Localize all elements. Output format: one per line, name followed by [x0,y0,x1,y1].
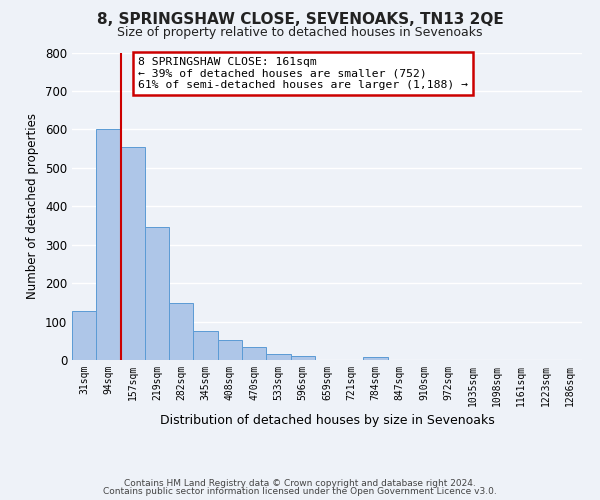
Bar [218,340,242,360]
Bar [364,357,388,360]
Bar [169,303,193,360]
Bar [121,148,145,360]
X-axis label: Distribution of detached houses by size in Sevenoaks: Distribution of detached houses by size … [160,414,494,428]
Bar [242,348,266,360]
Text: Contains HM Land Registry data © Crown copyright and database right 2024.: Contains HM Land Registry data © Crown c… [124,478,476,488]
Bar [145,226,169,360]
Bar [193,331,218,360]
Bar [266,354,290,360]
Bar [290,356,315,360]
Y-axis label: Number of detached properties: Number of detached properties [26,114,40,299]
Text: Size of property relative to detached houses in Sevenoaks: Size of property relative to detached ho… [117,26,483,39]
Text: 8, SPRINGSHAW CLOSE, SEVENOAKS, TN13 2QE: 8, SPRINGSHAW CLOSE, SEVENOAKS, TN13 2QE [97,12,503,28]
Bar [96,130,121,360]
Text: 8 SPRINGSHAW CLOSE: 161sqm
← 39% of detached houses are smaller (752)
61% of sem: 8 SPRINGSHAW CLOSE: 161sqm ← 39% of deta… [139,57,469,90]
Text: Contains public sector information licensed under the Open Government Licence v3: Contains public sector information licen… [103,487,497,496]
Bar [72,311,96,360]
